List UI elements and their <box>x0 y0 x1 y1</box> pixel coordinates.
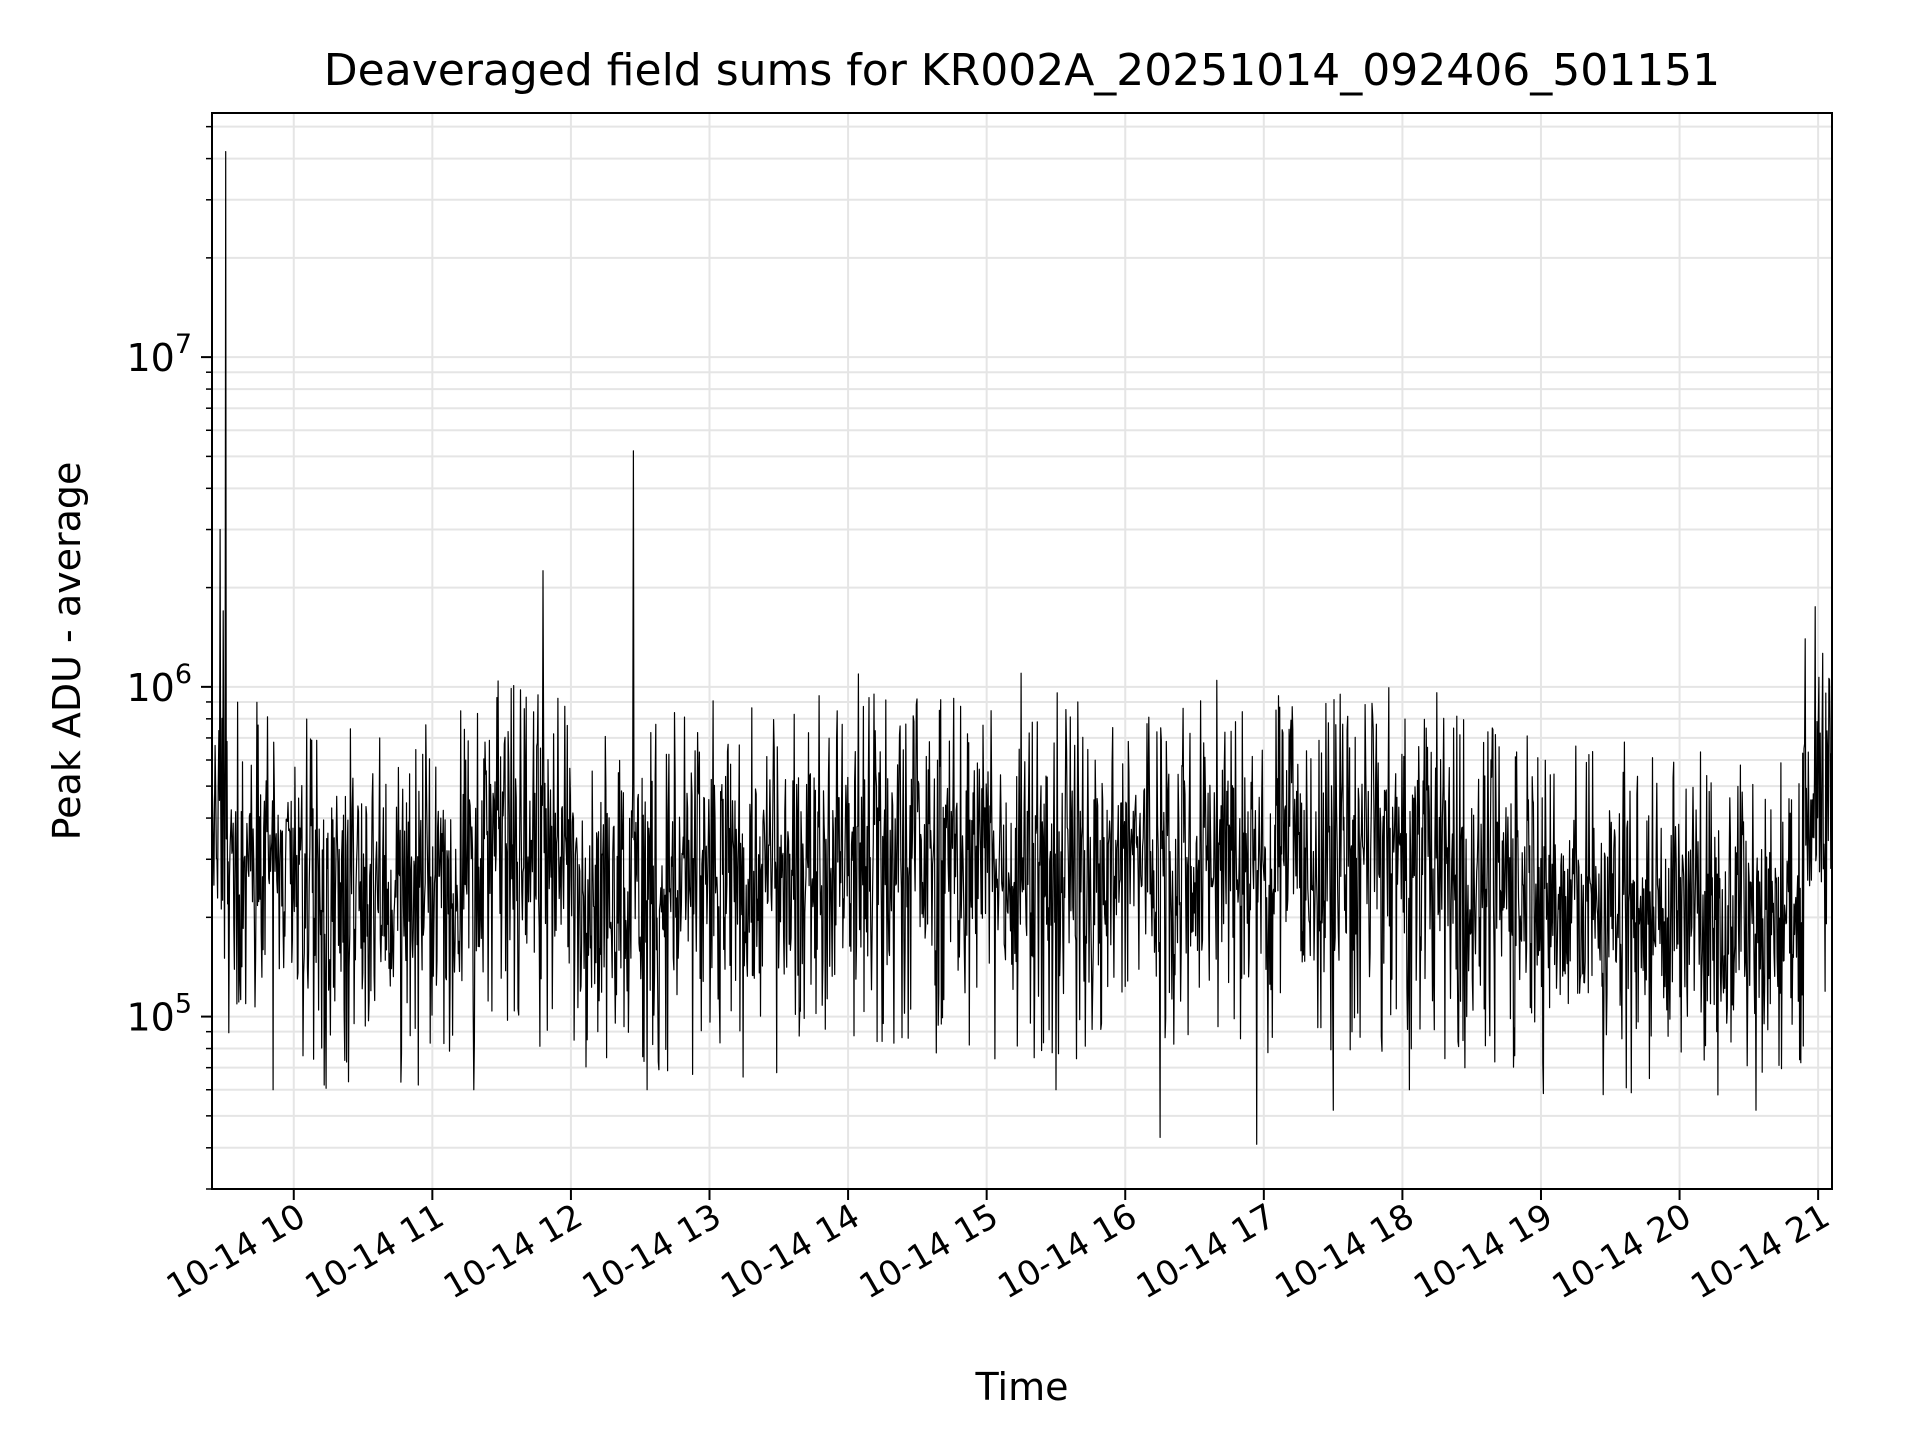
y-tick-label: 105 <box>126 989 192 1040</box>
y-tick-label: 106 <box>126 659 192 710</box>
major-gridlines <box>212 113 1832 1189</box>
y-axis-label: Peak ADU - average <box>45 462 89 841</box>
y-tick-label: 107 <box>126 329 192 380</box>
x-axis-label: Time <box>975 1365 1069 1409</box>
series-layer <box>211 151 1833 1145</box>
series-line-deaveraged-field-sum <box>211 151 1833 1145</box>
y-axis: 105 106 107 <box>126 125 212 1190</box>
chart-title: Deaveraged field sums for KR002A_2025101… <box>324 45 1720 96</box>
plot-frame <box>211 112 1833 1190</box>
